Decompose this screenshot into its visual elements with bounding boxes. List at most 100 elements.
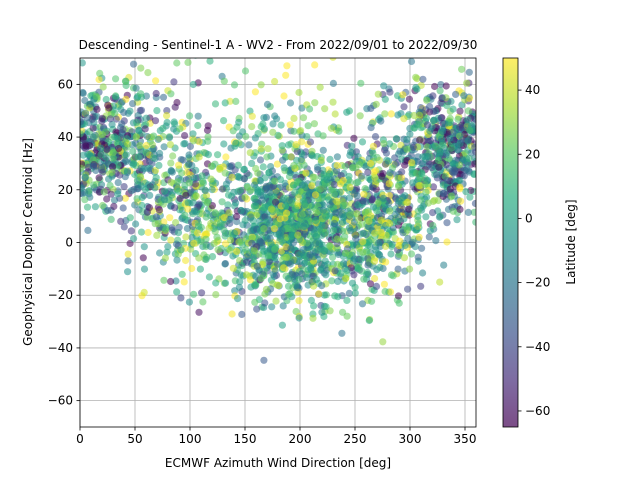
- scatter-point: [363, 28, 370, 35]
- scatter-point: [386, 207, 394, 215]
- scatter-point: [350, 271, 358, 279]
- scatter-point: [153, 231, 161, 239]
- scatter-point: [333, 167, 341, 175]
- scatter-point: [160, 143, 168, 151]
- scatter-point: [261, 174, 269, 182]
- scatter-point: [464, 107, 473, 115]
- scatter-point: [365, 217, 373, 225]
- colorbar-tick-label: 0: [525, 211, 533, 225]
- scatter-point: [180, 278, 188, 286]
- scatter-point: [434, 156, 442, 164]
- scatter-point: [214, 246, 222, 254]
- scatter-point: [99, 83, 107, 91]
- x-tick-label: 50: [127, 432, 142, 446]
- scatter-point: [422, 188, 430, 196]
- scatter-point: [408, 238, 417, 246]
- scatter-point: [380, 280, 388, 288]
- scatter-point: [222, 180, 230, 188]
- scatter-point: [319, 206, 327, 214]
- scatter-point: [303, 239, 311, 247]
- scatter-point: [81, 196, 89, 204]
- scatter-point: [319, 132, 327, 140]
- scatter-point: [145, 181, 153, 189]
- scatter-point: [115, 144, 123, 153]
- scatter-point: [103, 145, 111, 153]
- scatter-point: [109, 163, 117, 171]
- scatter-point: [95, 174, 103, 182]
- scatter-point: [258, 196, 266, 204]
- scatter-point: [381, 287, 389, 296]
- scatter-point: [181, 140, 189, 148]
- scatter-point: [367, 124, 375, 132]
- scatter-point: [164, 243, 172, 251]
- scatter-point: [233, 247, 241, 255]
- scatter-point: [132, 84, 140, 92]
- scatter-point: [194, 112, 202, 120]
- scatter-point: [178, 270, 186, 278]
- scatter-point: [190, 174, 198, 182]
- scatter-point: [311, 191, 320, 199]
- scatter-point: [211, 100, 220, 108]
- scatter-point: [435, 163, 443, 171]
- scatter-point: [232, 139, 240, 147]
- scatter-point: [253, 262, 261, 270]
- scatter-point: [343, 266, 351, 275]
- scatter-point: [177, 246, 185, 254]
- scatter-point: [317, 156, 325, 164]
- scatter-point: [298, 270, 306, 278]
- scatter-point: [225, 209, 233, 217]
- scatter-point: [98, 131, 106, 139]
- scatter-point: [184, 58, 192, 66]
- scatter-point: [456, 123, 464, 131]
- scatter-point: [108, 168, 116, 176]
- scatter-point: [122, 158, 130, 166]
- scatter-point: [349, 164, 357, 172]
- scatter-point: [144, 228, 152, 237]
- scatter-point: [364, 208, 373, 216]
- scatter-point: [470, 170, 476, 178]
- scatter-point: [405, 205, 413, 213]
- scatter-point: [449, 105, 457, 113]
- scatter-point: [271, 246, 279, 254]
- scatter-point: [286, 168, 294, 177]
- scatter-point: [83, 114, 91, 122]
- scatter-point: [229, 264, 237, 272]
- scatter-point: [322, 271, 330, 279]
- scatter-point: [124, 140, 132, 148]
- scatter-point: [400, 103, 408, 111]
- scatter-point: [315, 290, 323, 298]
- scatter-point: [304, 208, 312, 216]
- scatter-point: [173, 59, 181, 67]
- scatter-point: [132, 133, 140, 141]
- scatter-point: [409, 143, 417, 151]
- scatter-point: [273, 160, 281, 168]
- scatter-point: [98, 114, 106, 122]
- scatter-point: [192, 192, 200, 200]
- scatter-point: [379, 338, 387, 346]
- scatter-point: [166, 141, 174, 149]
- scatter-point: [265, 169, 273, 177]
- scatter-point: [431, 82, 439, 91]
- scatter-point: [137, 90, 145, 98]
- x-tick-label: 100: [179, 432, 202, 446]
- scatter-point: [230, 229, 238, 237]
- scatter-point: [257, 274, 265, 282]
- scatter-point: [246, 149, 254, 157]
- scatter-point: [419, 75, 427, 83]
- scatter-point: [264, 145, 272, 153]
- scatter-point: [465, 154, 473, 162]
- scatter-point: [339, 308, 347, 316]
- scatter-point: [190, 137, 198, 145]
- scatter-point: [133, 177, 142, 185]
- scatter-point: [266, 219, 274, 227]
- scatter-point: [446, 185, 454, 193]
- scatter-point: [280, 92, 288, 100]
- scatter-point: [394, 174, 402, 182]
- scatter-point: [129, 100, 137, 108]
- scatter-point: [167, 90, 175, 98]
- scatter-point: [331, 267, 339, 275]
- scatter-point: [167, 178, 175, 186]
- scatter-point: [172, 277, 180, 285]
- scatter-point: [260, 225, 268, 233]
- scatter-point: [443, 102, 451, 110]
